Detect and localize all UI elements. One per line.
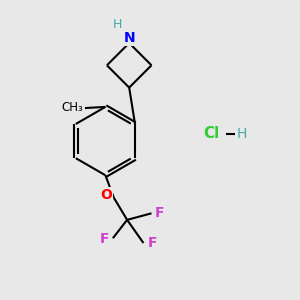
Text: Cl: Cl	[203, 126, 219, 141]
Text: F: F	[155, 206, 165, 220]
Text: N: N	[123, 31, 135, 45]
Text: F: F	[148, 236, 157, 250]
Text: H: H	[237, 127, 247, 141]
Text: H: H	[113, 18, 123, 31]
Text: CH₃: CH₃	[62, 101, 84, 114]
Text: F: F	[100, 232, 109, 246]
Text: O: O	[100, 188, 112, 202]
